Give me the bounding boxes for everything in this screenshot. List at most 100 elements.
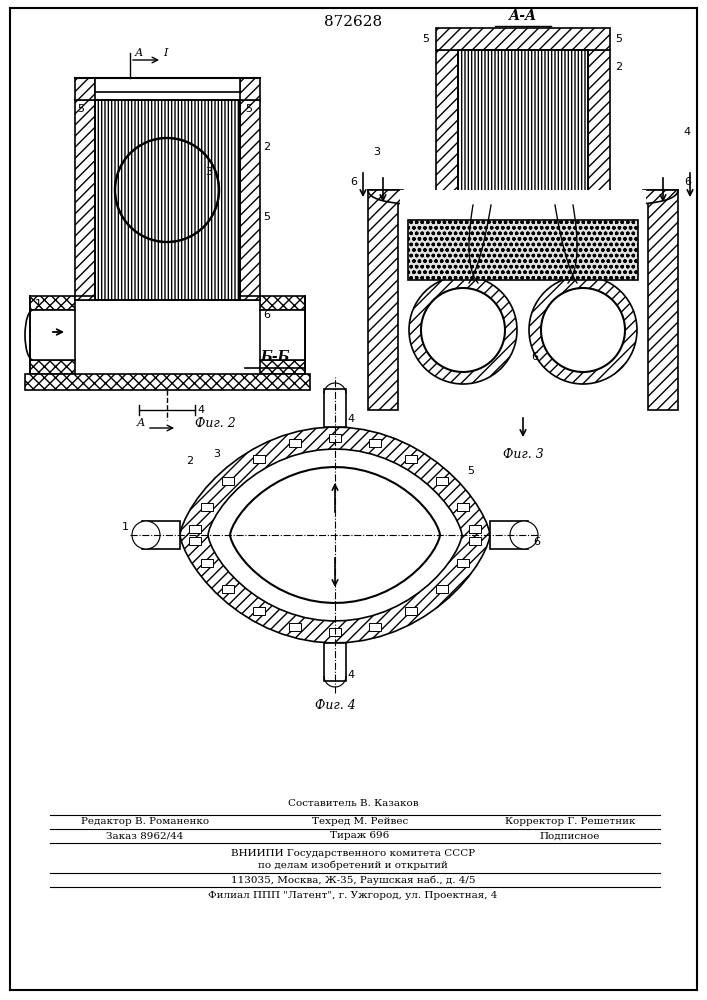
Text: Фиг. 2: Фиг. 2 [195,417,235,430]
Text: 6: 6 [350,177,357,187]
Polygon shape [469,525,481,533]
Polygon shape [588,190,678,208]
Polygon shape [260,296,305,310]
Polygon shape [648,190,678,410]
Bar [400,190,646,410]
Polygon shape [75,100,95,300]
Text: Подписное: Подписное [540,832,600,840]
Polygon shape [368,190,458,208]
Text: I: I [163,48,168,58]
Polygon shape [289,623,301,631]
Polygon shape [405,607,417,615]
Polygon shape [369,623,381,631]
Polygon shape [189,525,201,533]
Text: Фиг. 4: Фиг. 4 [315,699,356,712]
Polygon shape [180,427,490,643]
Polygon shape [223,477,235,485]
Polygon shape [201,559,213,567]
Polygon shape [201,503,213,511]
Text: 5: 5 [615,34,622,44]
Text: 4: 4 [197,405,204,415]
Polygon shape [189,537,201,545]
Polygon shape [436,585,448,593]
Polygon shape [208,449,462,621]
Text: Тираж 696: Тираж 696 [330,832,390,840]
Polygon shape [408,220,638,280]
Circle shape [409,276,517,384]
Text: 1: 1 [35,299,42,309]
Text: 5: 5 [263,212,270,222]
Text: А: А [137,418,146,428]
Polygon shape [75,296,95,300]
Polygon shape [240,296,260,300]
Text: Корректор Г. Решетник: Корректор Г. Решетник [505,818,636,826]
Circle shape [421,288,505,372]
Polygon shape [436,50,458,205]
Polygon shape [324,389,346,427]
Polygon shape [240,100,260,300]
Polygon shape [588,50,610,205]
Polygon shape [458,50,588,205]
Text: Составитель В. Казаков: Составитель В. Казаков [288,798,419,808]
Polygon shape [369,439,381,447]
Text: 2: 2 [263,142,270,152]
Polygon shape [240,78,260,100]
Text: ВНИИПИ Государственного комитета СССР: ВНИИПИ Государственного комитета СССР [231,848,475,857]
Text: 5: 5 [422,34,429,44]
Text: 6: 6 [533,537,540,547]
Polygon shape [436,28,610,50]
Text: 5: 5 [245,104,252,114]
Polygon shape [260,360,305,374]
Text: 4: 4 [683,127,690,137]
Polygon shape [223,585,235,593]
Bar [95,78,240,92]
Text: 3: 3 [205,167,212,177]
Text: 5: 5 [467,466,474,476]
Circle shape [132,521,160,549]
Text: Редактор В. Романенко: Редактор В. Романенко [81,818,209,826]
Text: 4: 4 [347,670,354,680]
Polygon shape [457,559,469,567]
Text: 2: 2 [615,62,622,72]
Bar [30,310,75,360]
Circle shape [115,138,219,242]
Bar [458,50,588,205]
Polygon shape [368,190,398,410]
Polygon shape [95,100,240,300]
Polygon shape [230,467,440,603]
Text: Заказ 8962/44: Заказ 8962/44 [106,832,184,840]
Text: по делам изобретений и открытий: по делам изобретений и открытий [258,860,448,870]
Bar [260,310,305,360]
Bar [95,100,240,300]
Polygon shape [253,455,264,463]
Polygon shape [75,78,95,100]
Text: 872628: 872628 [324,15,382,29]
Polygon shape [436,477,448,485]
Text: Фиг. 3: Фиг. 3 [503,448,544,461]
Polygon shape [25,374,310,390]
Polygon shape [457,503,469,511]
Polygon shape [253,607,264,615]
Polygon shape [329,434,341,442]
Text: 6: 6 [684,177,691,187]
Text: 113035, Москва, Ж-35, Раушская наб., д. 4/5: 113035, Москва, Ж-35, Раушская наб., д. … [230,875,475,885]
Text: Филиал ППП "Латент", г. Ужгород, ул. Проектная, 4: Филиал ППП "Латент", г. Ужгород, ул. Про… [209,890,498,900]
Polygon shape [324,643,346,681]
Circle shape [541,288,625,372]
Polygon shape [142,521,180,549]
Polygon shape [490,521,528,549]
Text: Б-Б: Б-Б [260,350,290,364]
Polygon shape [469,537,481,545]
Text: А-А: А-А [509,9,537,23]
Text: 3: 3 [373,147,380,157]
Polygon shape [405,455,417,463]
Text: А: А [135,48,144,58]
Text: 6: 6 [263,310,270,320]
Text: Техред М. Рейвес: Техред М. Рейвес [312,818,408,826]
Text: 5: 5 [77,104,84,114]
Polygon shape [30,360,75,374]
Polygon shape [329,628,341,636]
Circle shape [529,276,637,384]
Text: 4: 4 [347,414,354,424]
Text: 2: 2 [186,456,193,466]
